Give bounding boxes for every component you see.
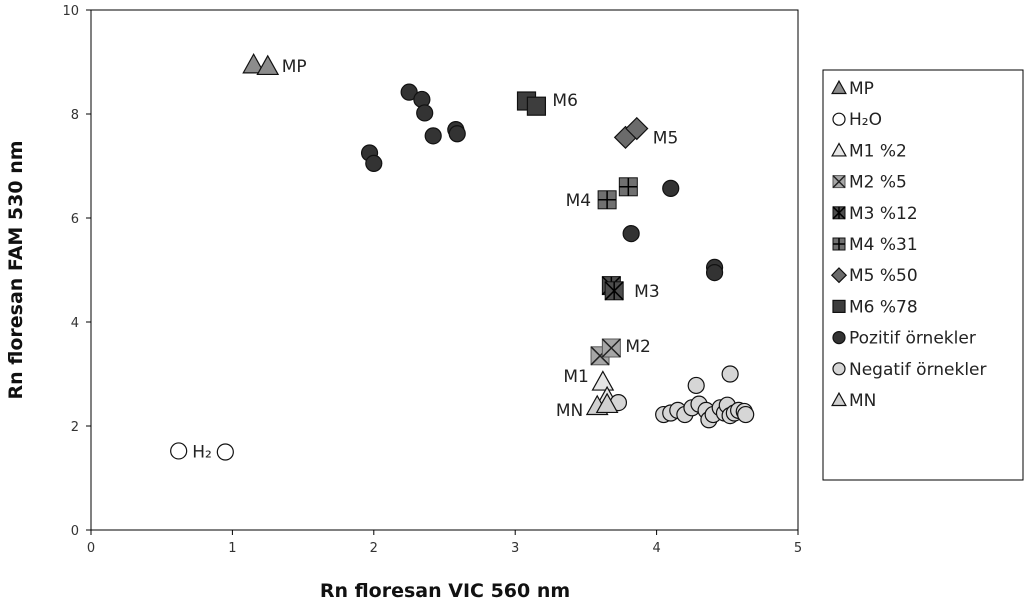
legend-marker: [832, 237, 846, 251]
data-point: [625, 116, 649, 141]
data-point: [400, 83, 418, 101]
x-tick-label: 1: [228, 541, 236, 556]
legend-label: M4 %31: [849, 235, 918, 255]
point-label: MN: [556, 401, 583, 421]
data-point: [365, 154, 383, 172]
point-label: MP: [282, 57, 307, 77]
legend-frame: [822, 69, 1024, 481]
data-point: [604, 281, 624, 301]
y-tick-label: 2: [71, 420, 79, 435]
legend-label: M5 %50: [849, 266, 918, 286]
legend-label: MP: [849, 79, 874, 99]
legend-marker: [832, 206, 846, 220]
legend-marker: [831, 142, 847, 157]
legend-label: M2 %5: [849, 173, 907, 193]
data-point: [591, 370, 615, 391]
data-point: [424, 127, 442, 145]
point-label: M5: [653, 128, 678, 148]
legend-item: H₂O: [832, 110, 882, 130]
point-label: M4: [566, 191, 591, 211]
legend-label: MN: [849, 391, 876, 411]
legend-item: M3 %12: [832, 204, 918, 224]
legend-label: M6 %78: [849, 297, 918, 317]
legend-marker: [832, 362, 846, 376]
data-point: [448, 125, 466, 143]
data-point: [622, 225, 640, 243]
legend-item: M6 %78: [832, 297, 918, 317]
legend-item: Pozitif örnekler: [832, 329, 976, 349]
legend-item: M1 %2: [831, 141, 907, 161]
legend-item: Negatif örnekler: [832, 360, 987, 380]
legend-label: Negatif örnekler: [849, 360, 987, 380]
x-tick-label: 2: [370, 541, 378, 556]
x-axis-title: Rn floresan VIC 560 nm: [320, 580, 570, 602]
legend-marker: [831, 79, 847, 95]
data-point: [705, 264, 724, 282]
legend-item: M5 %50: [830, 266, 918, 286]
legend-marker: [832, 331, 846, 345]
data-points: [170, 53, 755, 461]
legend-item: M4 %31: [832, 235, 918, 255]
legend-label: M1 %2: [849, 141, 907, 161]
legend-item: MP: [831, 79, 874, 99]
data-point: [737, 405, 755, 424]
data-point: [662, 179, 680, 197]
plot-area-frame: [90, 9, 799, 531]
legend: MP H₂O M1 %2 M2 %5 M3 %12 M4 %31 M5 %50 M6 %78 P…: [822, 69, 1024, 481]
data-point: [687, 376, 705, 395]
legend-label: Pozitif örnekler: [849, 329, 976, 349]
legend-item: M2 %5: [832, 173, 907, 193]
y-tick-label: 4: [71, 316, 79, 331]
legend-item: MN: [831, 391, 876, 411]
x-tick-label: 4: [652, 541, 660, 556]
data-point: [618, 177, 638, 197]
point-labels: MP H₂ M1 M2 M3 M4 M5 M6 MN: [192, 57, 678, 462]
data-point: [416, 104, 434, 122]
y-tick-label: 6: [71, 212, 79, 227]
x-tick-labels: 0 1 2 3 4 5: [87, 530, 802, 556]
point-label: M6: [552, 91, 577, 111]
data-point: [595, 392, 619, 414]
point-label: M2: [625, 337, 650, 357]
point-label: M1: [563, 367, 588, 387]
y-axis-title: Rn floresan FAM 530 nm: [5, 140, 27, 399]
x-tick-label: 3: [511, 541, 519, 556]
legend-marker: [830, 267, 848, 284]
point-label: M3: [634, 282, 659, 302]
data-point: [216, 443, 234, 461]
data-point: [597, 190, 617, 210]
data-point: [601, 338, 621, 358]
legend-marker: [832, 112, 846, 126]
point-label-h2o: H₂: [192, 442, 212, 462]
data-point: [526, 96, 547, 116]
data-point: [242, 53, 265, 74]
x-tick-label: 0: [87, 541, 95, 556]
y-tick-label: 0: [71, 524, 79, 539]
data-point: [170, 442, 188, 460]
x-tick-label: 5: [794, 541, 802, 556]
y-tick-labels: 0 2 4 6 8 10: [62, 4, 91, 539]
legend-marker: [831, 391, 847, 407]
y-tick-label: 8: [71, 108, 79, 123]
legend-label: M3 %12: [849, 204, 918, 224]
axes: [90, 9, 799, 531]
legend-marker: [832, 175, 846, 189]
y-tick-label: 10: [62, 4, 79, 19]
data-point: [256, 54, 280, 76]
legend-label: H₂O: [849, 110, 882, 130]
legend-marker: [832, 299, 846, 313]
data-point: [721, 365, 739, 383]
